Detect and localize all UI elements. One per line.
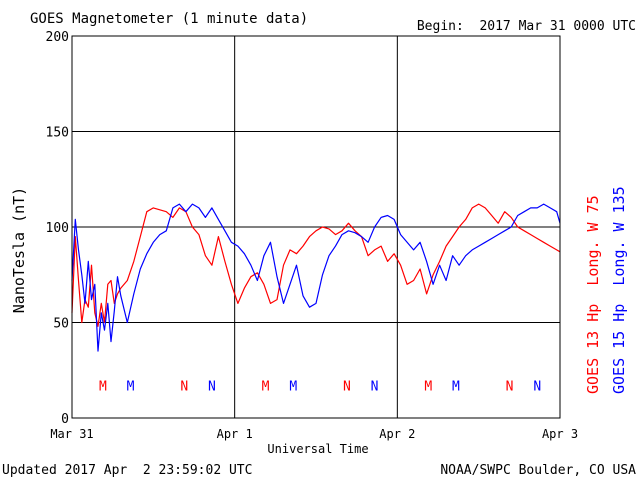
mn-marker: M <box>99 380 107 395</box>
chart-title: GOES Magnetometer (1 minute data) <box>30 11 308 27</box>
legend-goes15: GOES 15 Hp Long. W 135 <box>610 186 628 394</box>
x-tick-label: Mar 31 <box>50 427 93 441</box>
updated-timestamp: Updated 2017 Apr 2 23:59:02 UTC <box>2 463 252 478</box>
x-tick-label: Apr 2 <box>379 427 415 441</box>
series-layer <box>71 203 561 352</box>
x-axis-label: Universal Time <box>267 442 368 456</box>
x-tick-label: Apr 1 <box>217 427 253 441</box>
mn-marker: M <box>127 380 135 395</box>
mn-marker: M <box>289 380 297 395</box>
grid-lines <box>72 36 560 418</box>
mn-marker: N <box>180 380 188 395</box>
mn-marker: N <box>533 380 541 395</box>
y-axis-ticks: 0 50 100 150 200 <box>46 30 69 427</box>
legend-goes13: GOES 13 Hp Long. W 75 <box>584 195 602 394</box>
mn-marker: N <box>343 380 351 395</box>
series-line-1 <box>71 203 561 352</box>
mn-marker: N <box>506 380 514 395</box>
y-tick-label: 200 <box>46 30 69 45</box>
plot-frame <box>71 35 561 419</box>
mn-marker: N <box>371 380 379 395</box>
mn-marker: M <box>424 380 432 395</box>
y-tick-label: 100 <box>46 221 69 236</box>
series-line-0 <box>71 203 561 327</box>
y-tick-label: 50 <box>53 317 69 332</box>
y-axis-label: NanoTesla (nT) <box>10 187 28 313</box>
source-credit: NOAA/SWPC Boulder, CO USA <box>440 463 636 478</box>
x-tick-label: Apr 3 <box>542 427 578 441</box>
begin-label: Begin: 2017 Mar 31 0000 UTC <box>417 19 636 34</box>
mn-marker: M <box>452 380 460 395</box>
mn-marker: N <box>208 380 216 395</box>
mn-marker: M <box>262 380 270 395</box>
y-tick-label: 150 <box>46 126 69 141</box>
x-axis-ticks: Mar 31 Apr 1 Apr 2 Apr 3 <box>50 427 578 441</box>
y-tick-label: 0 <box>61 412 69 427</box>
